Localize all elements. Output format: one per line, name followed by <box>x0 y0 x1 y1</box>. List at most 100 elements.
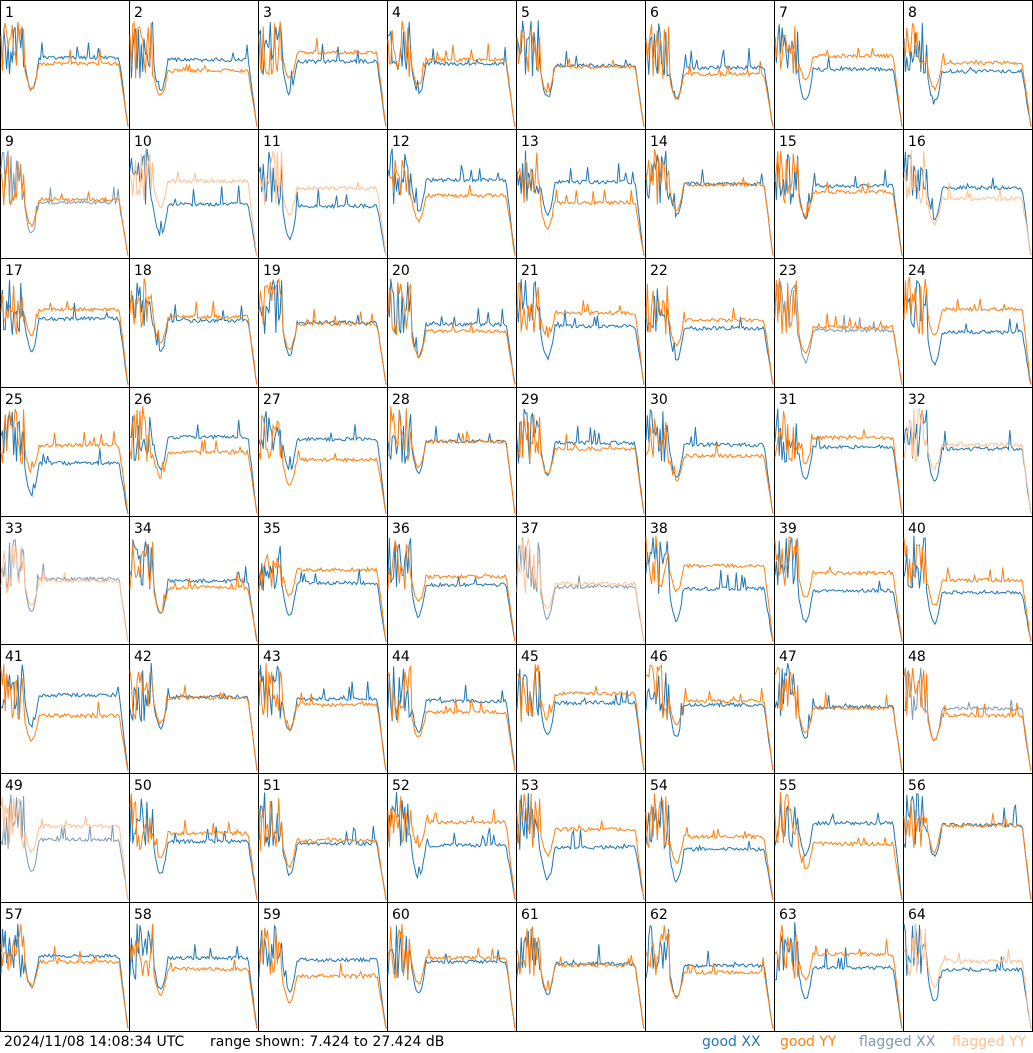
good-yy-line <box>516 282 645 385</box>
good-yy-line <box>774 26 903 127</box>
panel-label: 46 <box>650 649 668 665</box>
good-yy-line <box>129 541 258 642</box>
good-xx-line <box>387 278 516 385</box>
good-yy-line <box>774 278 903 385</box>
good-xx-line <box>0 923 129 1029</box>
panel-label: 17 <box>5 263 23 279</box>
panel-label: 39 <box>779 521 797 537</box>
good-yy-line <box>129 670 258 771</box>
good-yy-line <box>774 666 903 771</box>
panel-5: 5 <box>516 0 646 130</box>
good-yy-line <box>645 793 774 900</box>
panel-25: 25 <box>0 387 130 517</box>
panel-frame <box>0 129 130 259</box>
good-xx-line <box>516 150 645 256</box>
good-xx-line <box>774 154 903 256</box>
good-yy-line <box>645 149 774 256</box>
good-xx-line <box>645 150 774 256</box>
panel-frame <box>645 129 775 259</box>
good-yy-line <box>0 155 129 256</box>
panel-label: 37 <box>521 521 539 537</box>
good-xx-line <box>387 537 516 642</box>
good-xx-line <box>129 923 258 1029</box>
panel-frame <box>903 902 1033 1032</box>
panel-48: 48 <box>903 644 1033 774</box>
panel-frame <box>129 0 259 130</box>
good-yy-line <box>387 20 516 127</box>
panel-label: 8 <box>908 5 917 21</box>
panel-label: 12 <box>392 134 410 150</box>
good-yy-line <box>516 793 645 900</box>
panel-17: 17 <box>0 258 130 388</box>
panel-34: 34 <box>129 516 259 645</box>
panel-44: 44 <box>387 644 517 774</box>
good-xx-line <box>645 288 774 385</box>
panel-52: 52 <box>387 773 517 903</box>
panel-label: 59 <box>263 907 281 923</box>
panel-40: 40 <box>903 516 1033 645</box>
panel-43: 43 <box>258 644 388 774</box>
panel-label: 10 <box>134 134 152 150</box>
panel-55: 55 <box>774 773 904 903</box>
panel-label: 7 <box>779 5 788 21</box>
panel-label: 31 <box>779 392 797 408</box>
panel-35: 35 <box>258 516 388 645</box>
flagged-xx-line <box>516 537 645 642</box>
panel-label: 45 <box>521 649 539 665</box>
good-xx-line <box>903 409 1032 514</box>
panel-label: 63 <box>779 907 797 923</box>
good-xx-line <box>387 21 516 127</box>
good-xx-line <box>516 668 645 771</box>
panel-2: 2 <box>129 0 259 130</box>
panel-1: 1 <box>0 0 130 130</box>
good-xx-line <box>645 408 774 514</box>
panel-frame <box>903 773 1033 903</box>
panel-31: 31 <box>774 387 904 517</box>
good-xx-line <box>903 793 1032 900</box>
legend-good-yy: good YY <box>780 1034 837 1050</box>
panel-label: 1 <box>5 5 14 21</box>
panel-label: 44 <box>392 649 410 665</box>
good-yy-line <box>129 278 258 385</box>
good-xx-line <box>774 537 903 642</box>
panel-label: 30 <box>650 392 668 408</box>
panel-22: 22 <box>645 258 775 388</box>
panel-label: 22 <box>650 263 668 279</box>
panel-12: 12 <box>387 129 517 259</box>
good-xx-line <box>516 279 645 385</box>
panel-label: 54 <box>650 778 668 794</box>
panel-label: 51 <box>263 778 281 794</box>
panel-label: 56 <box>908 778 926 794</box>
good-xx-line <box>645 537 774 642</box>
good-yy-line <box>516 152 645 256</box>
panel-label: 28 <box>392 392 410 408</box>
panel-7: 7 <box>774 0 904 130</box>
panel-label: 61 <box>521 907 539 923</box>
good-yy-line <box>645 418 774 514</box>
panel-32: 32 <box>903 387 1033 517</box>
good-yy-line <box>774 536 903 642</box>
panel-41: 41 <box>0 644 130 774</box>
good-yy-line <box>903 277 1032 385</box>
panel-label: 5 <box>521 5 530 21</box>
good-xx-line <box>0 411 129 514</box>
good-xx-line <box>0 279 129 385</box>
panel-37: 37 <box>516 516 646 645</box>
good-yy-line <box>129 21 258 127</box>
good-yy-line <box>645 24 774 127</box>
panel-label: 53 <box>521 778 539 794</box>
panel-label: 35 <box>263 521 281 537</box>
panel-frame <box>645 773 775 903</box>
good-yy-line <box>903 22 1032 127</box>
panel-63: 63 <box>774 902 904 1032</box>
panel-label: 25 <box>5 392 23 408</box>
good-yy-line <box>387 665 516 771</box>
good-xx-line <box>903 23 1032 127</box>
panel-label: 57 <box>5 907 23 923</box>
good-xx-line <box>258 411 387 514</box>
flagged-yy-line <box>258 149 387 256</box>
panel-11: 11 <box>258 129 388 259</box>
good-xx-line <box>516 928 645 1029</box>
good-yy-line <box>903 801 1032 900</box>
